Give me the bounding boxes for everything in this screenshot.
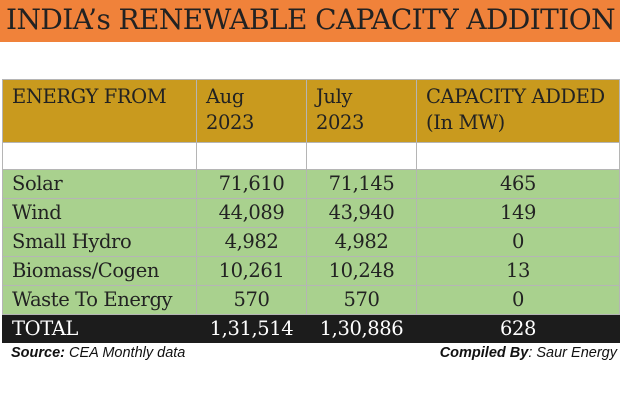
blank-row	[2, 142, 620, 170]
source-value: CEA Monthly data	[65, 345, 186, 361]
title-bar: INDIA’s RENEWABLE CAPACITY ADDITION	[0, 0, 620, 42]
row-july: 71,145	[306, 169, 417, 199]
row-source: Small Hydro	[2, 227, 197, 257]
table-header-row: ENERGY FROM Aug 2023 July 2023 CAPACITY AD…	[2, 79, 620, 143]
row-added: 0	[416, 227, 620, 257]
table-row: Wind 44,089 43,940 149	[2, 198, 620, 228]
row-added: 149	[416, 198, 620, 228]
row-added: 13	[416, 256, 620, 286]
table-row: Biomass/Cogen 10,261 10,248 13	[2, 256, 620, 286]
table-row: Waste To Energy 570 570 0	[2, 285, 620, 315]
row-source: Biomass/Cogen	[2, 256, 197, 286]
row-aug: 570	[196, 285, 307, 315]
row-source: Wind	[2, 198, 197, 228]
compiled-credit: Compiled By: Saur Energy	[440, 345, 617, 361]
total-july: 1,30,886	[306, 314, 417, 343]
total-row: TOTAL 1,31,514 1,30,886 628	[2, 314, 620, 343]
table-row: Small Hydro 4,982 4,982 0	[2, 227, 620, 257]
page-title: INDIA’s RENEWABLE CAPACITY ADDITION	[6, 3, 616, 36]
row-aug: 10,261	[196, 256, 307, 286]
source-credit: Source: CEA Monthly data	[11, 345, 185, 361]
row-added: 0	[416, 285, 620, 315]
row-aug: 4,982	[196, 227, 307, 257]
row-source: Waste To Energy	[2, 285, 197, 315]
source-label: Source:	[11, 345, 65, 361]
compiled-value: : Saur Energy	[528, 345, 617, 361]
row-aug: 71,610	[196, 169, 307, 199]
capacity-table: ENERGY FROM Aug 2023 July 2023 CAPACITY AD…	[2, 79, 620, 343]
row-july: 4,982	[306, 227, 417, 257]
header-july-2023: July 2023	[306, 79, 417, 143]
row-july: 43,940	[306, 198, 417, 228]
total-added: 628	[416, 314, 620, 343]
total-aug: 1,31,514	[196, 314, 307, 343]
header-energy-from: ENERGY FROM	[2, 79, 197, 143]
row-july: 570	[306, 285, 417, 315]
header-capacity-added: CAPACITY ADDED (In MW)	[416, 79, 620, 143]
total-label: TOTAL	[2, 314, 197, 343]
row-source: Solar	[2, 169, 197, 199]
header-aug-2023: Aug 2023	[196, 79, 307, 143]
compiled-label: Compiled By	[439, 345, 529, 361]
table-row: Solar 71,610 71,145 465	[2, 169, 620, 199]
row-added: 465	[416, 169, 620, 199]
row-aug: 44,089	[196, 198, 307, 228]
row-july: 10,248	[306, 256, 417, 286]
